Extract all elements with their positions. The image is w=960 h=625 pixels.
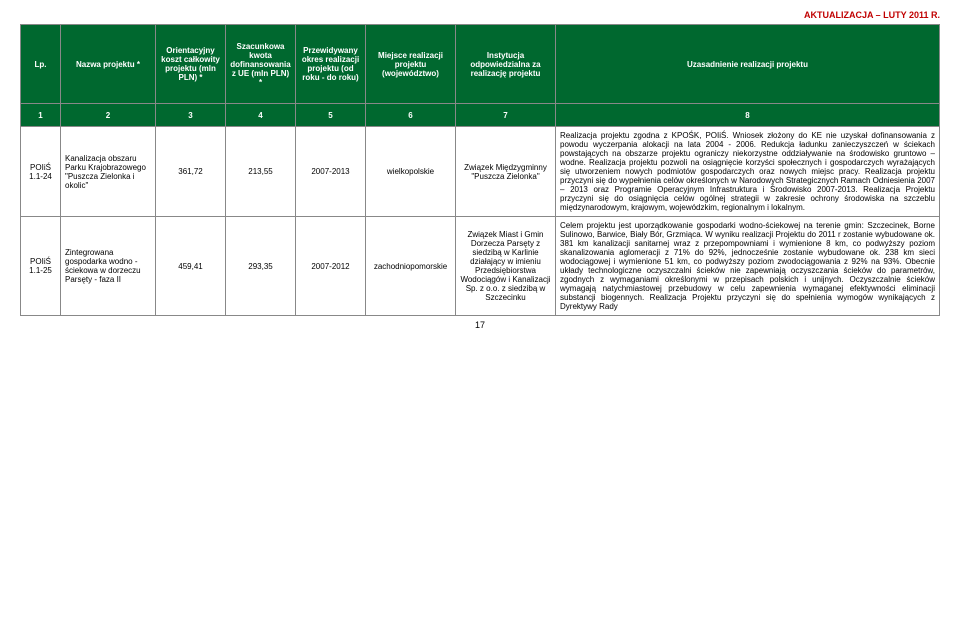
colnum-7: 7 — [456, 104, 556, 127]
col-period: Przewidywany okres realizacji projektu (… — [296, 25, 366, 104]
cell-lp: POIiŚ 1.1-24 — [21, 127, 61, 217]
cell-cost: 459,41 — [156, 217, 226, 316]
cell-period: 2007-2012 — [296, 217, 366, 316]
cell-name: Zintegrowana gospodarka wodno - ściekowa… — [61, 217, 156, 316]
cell-period: 2007-2013 — [296, 127, 366, 217]
col-cost: Orientacyjny koszt całkowity projektu (m… — [156, 25, 226, 104]
colnum-6: 6 — [366, 104, 456, 127]
cell-place: wielkopolskie — [366, 127, 456, 217]
cell-inst: Związek Miast i Gmin Dorzecza Parsęty z … — [456, 217, 556, 316]
table-row: POIiŚ 1.1-24 Kanalizacja obszaru Parku K… — [21, 127, 940, 217]
cell-eu: 213,55 — [226, 127, 296, 217]
table-row: POIiŚ 1.1-25 Zintegrowana gospodarka wod… — [21, 217, 940, 316]
cell-place: zachodniopomorskie — [366, 217, 456, 316]
table-header-row: Lp. Nazwa projektu * Orientacyjny koszt … — [21, 25, 940, 104]
page-number: 17 — [20, 320, 940, 330]
update-label: AKTUALIZACJA – LUTY 2011 R. — [20, 10, 940, 20]
cell-lp: POIiŚ 1.1-25 — [21, 217, 61, 316]
col-inst: Instytucja odpowiedzialna za realizację … — [456, 25, 556, 104]
table-number-row: 1 2 3 4 5 6 7 8 — [21, 104, 940, 127]
cell-just: Realizacja projektu zgodna z KPOŚK, POIi… — [556, 127, 940, 217]
page: AKTUALIZACJA – LUTY 2011 R. Lp. Nazwa pr… — [0, 0, 960, 334]
col-just: Uzasadnienie realizacji projektu — [556, 25, 940, 104]
col-name: Nazwa projektu * — [61, 25, 156, 104]
colnum-2: 2 — [61, 104, 156, 127]
colnum-1: 1 — [21, 104, 61, 127]
projects-table: Lp. Nazwa projektu * Orientacyjny koszt … — [20, 24, 940, 316]
col-eu: Szacunkowa kwota dofinansowania z UE (ml… — [226, 25, 296, 104]
cell-just: Celem projektu jest uporządkowanie gospo… — [556, 217, 940, 316]
col-place: Miejsce realizacji projektu (województwo… — [366, 25, 456, 104]
colnum-5: 5 — [296, 104, 366, 127]
colnum-4: 4 — [226, 104, 296, 127]
cell-name: Kanalizacja obszaru Parku Krajobrazowego… — [61, 127, 156, 217]
cell-inst: Związek Międzygminny "Puszcza Zielonka" — [456, 127, 556, 217]
col-lp: Lp. — [21, 25, 61, 104]
cell-eu: 293,35 — [226, 217, 296, 316]
cell-cost: 361,72 — [156, 127, 226, 217]
colnum-8: 8 — [556, 104, 940, 127]
colnum-3: 3 — [156, 104, 226, 127]
